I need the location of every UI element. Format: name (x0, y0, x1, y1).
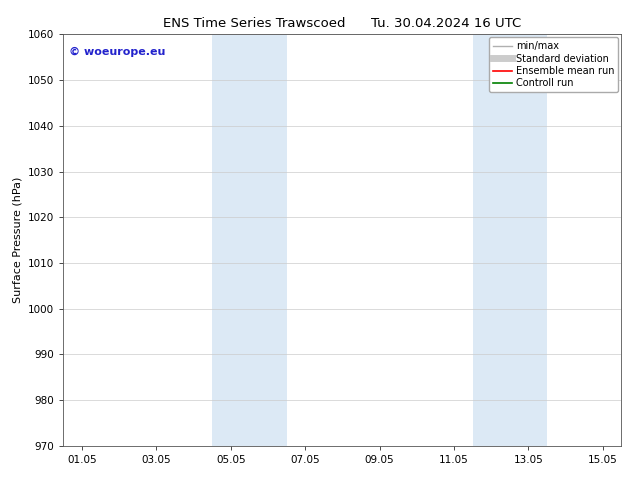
Title: ENS Time Series Trawscoed      Tu. 30.04.2024 16 UTC: ENS Time Series Trawscoed Tu. 30.04.2024… (163, 17, 522, 30)
Y-axis label: Surface Pressure (hPa): Surface Pressure (hPa) (13, 177, 23, 303)
Text: © woeurope.eu: © woeurope.eu (69, 47, 165, 57)
Bar (472, 34, 547, 446)
Legend: min/max, Standard deviation, Ensemble mean run, Controll run: min/max, Standard deviation, Ensemble me… (489, 37, 618, 92)
Bar (212, 34, 287, 446)
